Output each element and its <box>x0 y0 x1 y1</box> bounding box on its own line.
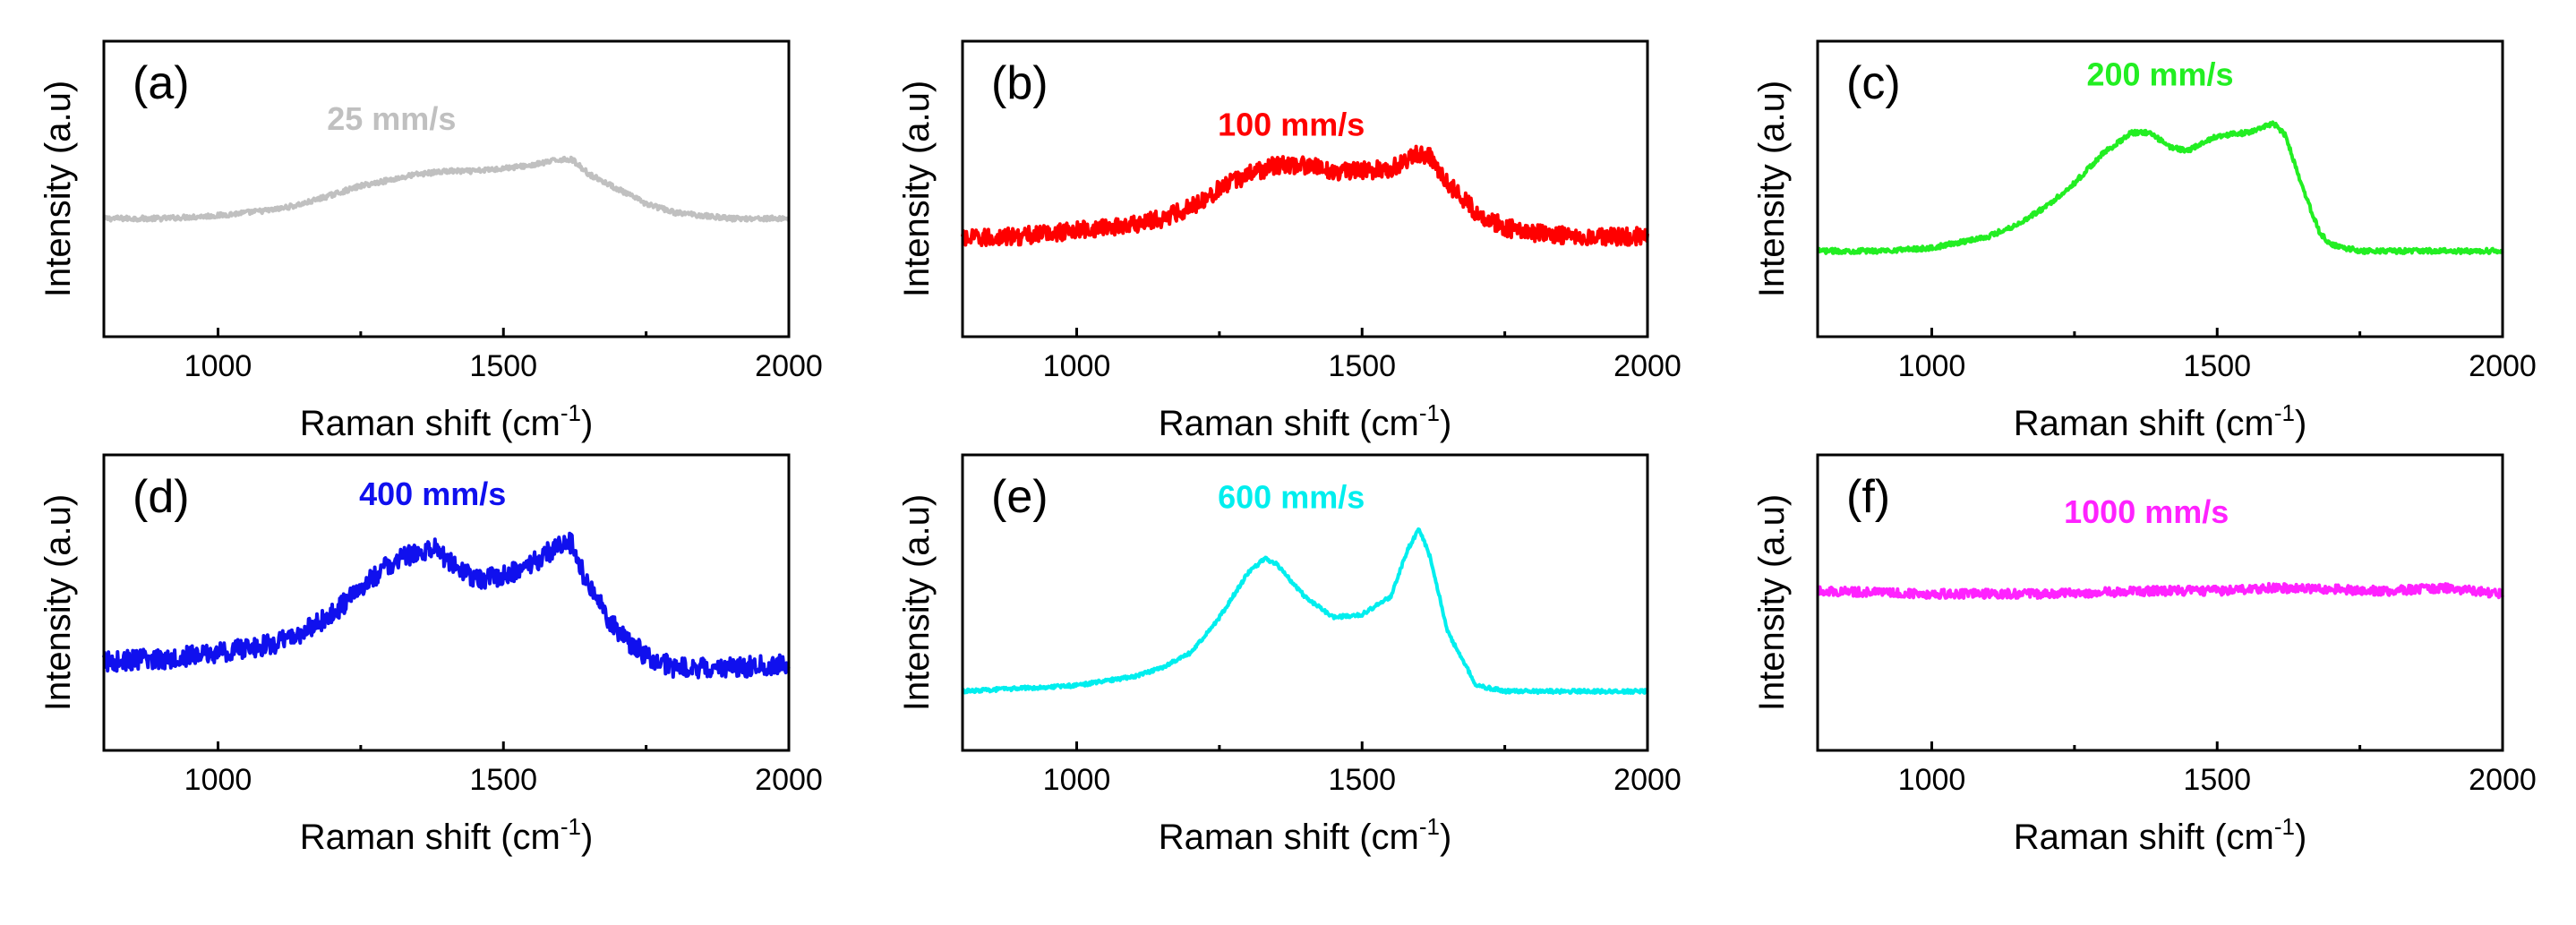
plot-frame-f <box>1816 453 2504 752</box>
x-tick-label-f: 1500 <box>2183 763 2251 797</box>
panel-letter-d: (d) <box>133 471 190 523</box>
spectrum-line-b <box>961 144 1649 247</box>
speed-label-d: 400 mm/s <box>359 475 506 512</box>
speed-label-f: 1000 mm/s <box>2064 493 2229 530</box>
chart-panel-d: 1000 1500 2000 Raman shift (cm-1) Intensity … <box>39 453 823 857</box>
x-tick-label-c: 1500 <box>2183 349 2251 383</box>
x-axis-label-b: Raman shift (cm-1) <box>1159 399 1452 443</box>
spectrum-line-f <box>1816 581 2504 600</box>
spectrum-line-e <box>961 527 1649 695</box>
y-axis-label-c: Intensity (a.u) <box>1752 81 1792 297</box>
spectrum-line-c <box>1816 120 2504 255</box>
x-tick-label-a: 1500 <box>469 349 537 383</box>
panel-letter-c: (c) <box>1846 57 1901 109</box>
panel-letter-b: (b) <box>991 57 1048 109</box>
y-axis-label-a: Intensity (a.u) <box>39 81 78 297</box>
x-axis-label-d: Raman shift (cm-1) <box>300 813 594 857</box>
x-tick-label-f: 2000 <box>2469 763 2537 797</box>
plot-frame-c <box>1816 39 2504 338</box>
plot-frame-d <box>102 453 791 752</box>
panel-letter-a: (a) <box>133 57 190 109</box>
speed-label-e: 600 mm/s <box>1218 478 1365 515</box>
y-axis-label-d: Intensity (a.u) <box>39 494 78 711</box>
y-axis-label-f: Intensity (a.u) <box>1752 494 1792 711</box>
chart-panel-b: 1000 1500 2000 Raman shift (cm-1) Intensity … <box>897 39 1682 443</box>
speed-label-b: 100 mm/s <box>1218 107 1365 143</box>
x-tick-label-a: 2000 <box>755 349 823 383</box>
spectrum-line-a <box>102 155 791 223</box>
x-tick-label-e: 1000 <box>1043 763 1111 797</box>
chart-panel-f: 1000 1500 2000 Raman shift (cm-1) Intensity … <box>1752 453 2537 857</box>
x-axis-label-f: Raman shift (cm-1) <box>2014 813 2307 857</box>
x-tick-label-e: 2000 <box>1613 763 1682 797</box>
chart-panel-c: 1000 1500 2000 Raman shift (cm-1) Intensity … <box>1752 39 2537 443</box>
plot-frame-a <box>102 39 791 338</box>
panel-letter-e: (e) <box>991 471 1048 523</box>
x-tick-label-b: 2000 <box>1613 349 1682 383</box>
plot-frame-b <box>961 39 1649 338</box>
chart-panel-a: 1000 1500 2000 Raman shift (cm-1) Intensity … <box>39 39 823 443</box>
chart-panel-e: 1000 1500 2000 Raman shift (cm-1) Intensity … <box>897 453 1682 857</box>
panel-letter-f: (f) <box>1846 471 1890 523</box>
y-axis-label-e: Intensity (a.u) <box>897 494 937 711</box>
spectrum-line-d <box>102 531 791 680</box>
x-tick-label-f: 1000 <box>1898 763 1966 797</box>
x-tick-label-a: 1000 <box>184 349 252 383</box>
x-axis-label-c: Raman shift (cm-1) <box>2014 399 2307 443</box>
x-tick-label-c: 1000 <box>1898 349 1966 383</box>
x-tick-label-b: 1000 <box>1043 349 1111 383</box>
plot-frame-e <box>961 453 1649 752</box>
x-tick-label-d: 1000 <box>184 763 252 797</box>
speed-label-c: 200 mm/s <box>2086 56 2233 93</box>
x-axis-label-a: Raman shift (cm-1) <box>300 399 594 443</box>
x-tick-label-e: 1500 <box>1328 763 1396 797</box>
x-tick-label-d: 1500 <box>469 763 537 797</box>
x-tick-label-d: 2000 <box>755 763 823 797</box>
x-axis-label-e: Raman shift (cm-1) <box>1159 813 1452 857</box>
y-axis-label-b: Intensity (a.u) <box>897 81 937 297</box>
speed-label-a: 25 mm/s <box>327 100 456 137</box>
x-tick-label-c: 2000 <box>2469 349 2537 383</box>
x-tick-label-b: 1500 <box>1328 349 1396 383</box>
